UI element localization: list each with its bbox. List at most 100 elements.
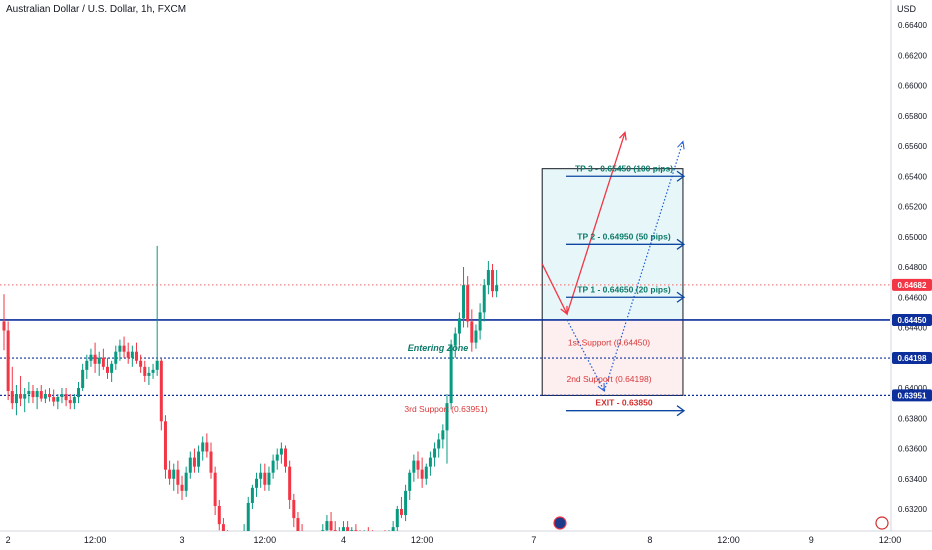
y-tick-label: 0.66000	[898, 82, 927, 91]
candle-body	[279, 448, 283, 455]
candle-body	[441, 430, 445, 440]
target-label: EXIT - 0.63850	[595, 398, 652, 408]
y-tick-label: 0.65400	[898, 172, 927, 181]
candle-body	[43, 394, 47, 399]
candle-body	[221, 524, 225, 531]
candle-body	[68, 400, 72, 404]
target-label: TP 3 - 0.65450 (100 pips)	[575, 163, 673, 173]
candle-body	[470, 321, 474, 343]
price-badge-label: 0.64682	[898, 281, 927, 290]
candle-body	[72, 397, 76, 404]
candle-body	[259, 472, 263, 479]
entering-zone-label: Entering Zone	[408, 343, 469, 353]
target-arrowhead	[676, 291, 686, 303]
event-icon-calendar	[553, 516, 567, 530]
candle-body	[172, 469, 176, 479]
candle-body	[478, 312, 482, 331]
candle-body	[428, 457, 432, 467]
candle-body	[176, 469, 180, 485]
candle-body	[491, 270, 495, 292]
candle-body	[23, 394, 27, 399]
event-icon-calendar-circle	[553, 516, 567, 530]
price-badge	[892, 352, 932, 365]
candle-body	[35, 391, 39, 398]
candle-body	[163, 421, 167, 470]
candle-body	[201, 442, 205, 452]
y-tick-label: 0.63200	[898, 505, 927, 514]
support-label: 3rd Support (0.63951)	[404, 404, 487, 414]
candle-body	[449, 345, 453, 404]
y-tick-label: 0.65200	[898, 203, 927, 212]
candle-body	[445, 403, 449, 431]
chart-title: Australian Dollar / U.S. Dollar, 1h, FXC…	[6, 4, 187, 15]
candle-body	[180, 484, 184, 491]
target-label: TP 2 - 0.64950 (50 pips)	[577, 231, 671, 241]
candle-body	[474, 330, 478, 343]
y-tick-label: 0.64800	[898, 263, 927, 272]
price-currency-label: USD	[897, 4, 917, 14]
candle-body	[2, 321, 6, 331]
candle-body	[139, 360, 143, 367]
price-badge-label: 0.64198	[898, 354, 927, 363]
target-label: TP 1 - 0.64650 (20 pips)	[577, 284, 671, 294]
candle-body	[188, 457, 192, 473]
candle-body	[325, 521, 329, 531]
candle-body	[255, 478, 259, 488]
x-tick-label: 2	[6, 535, 11, 545]
candle-body	[250, 487, 254, 503]
candle-body	[412, 460, 416, 473]
x-tick-label: 12:00	[254, 535, 277, 545]
y-tick-label: 0.64400	[898, 324, 927, 333]
support-label: 2nd Support (0.64198)	[566, 374, 651, 384]
candle-body	[482, 285, 486, 313]
y-tick-label: 0.65600	[898, 142, 927, 151]
candle-body	[457, 318, 461, 334]
candle-body	[101, 357, 105, 367]
candle-body	[267, 472, 271, 485]
candle-body	[437, 439, 441, 449]
y-tick-label: 0.66200	[898, 51, 927, 60]
candle-body	[168, 469, 172, 479]
candle-body	[48, 394, 52, 398]
candle-body	[213, 472, 217, 506]
candle-body	[416, 460, 420, 470]
candle-body	[486, 270, 490, 286]
projection-arrowhead-up	[619, 130, 627, 141]
candle-body	[462, 285, 466, 319]
candle-body	[114, 351, 118, 364]
candle-body	[27, 391, 31, 395]
candle-body	[89, 354, 93, 361]
price-badge-label: 0.64450	[898, 316, 927, 325]
y-tick-label: 0.66400	[898, 21, 927, 30]
target-arrowhead	[676, 405, 686, 417]
candle-body	[155, 360, 159, 370]
candle-body	[399, 509, 403, 516]
candle-body	[354, 530, 358, 531]
candle-body	[404, 490, 408, 516]
candle-body	[122, 345, 126, 352]
candle-body	[134, 351, 138, 361]
candle-body	[209, 451, 213, 473]
y-tick-label: 0.63400	[898, 475, 927, 484]
candle-body	[60, 394, 64, 398]
price-badge-label: 0.63951	[898, 391, 927, 400]
price-badge	[892, 313, 932, 326]
projection-turn-arrowhead	[560, 305, 568, 316]
candle-body	[296, 518, 300, 531]
candle-body	[466, 285, 470, 322]
candle-body	[275, 454, 279, 461]
candle-body	[110, 363, 114, 373]
candle-body	[329, 521, 333, 531]
candle-body	[19, 394, 23, 399]
event-icon-flag-circle	[875, 516, 889, 530]
candle-body	[39, 391, 43, 399]
x-tick-label: 12:00	[879, 535, 902, 545]
x-tick-label: 3	[180, 535, 185, 545]
x-tick-label: 7	[531, 535, 536, 545]
x-tick-label: 12:00	[717, 535, 740, 545]
candle-body	[93, 354, 97, 364]
candle-body	[271, 460, 275, 473]
y-tick-label: 0.63600	[898, 445, 927, 454]
